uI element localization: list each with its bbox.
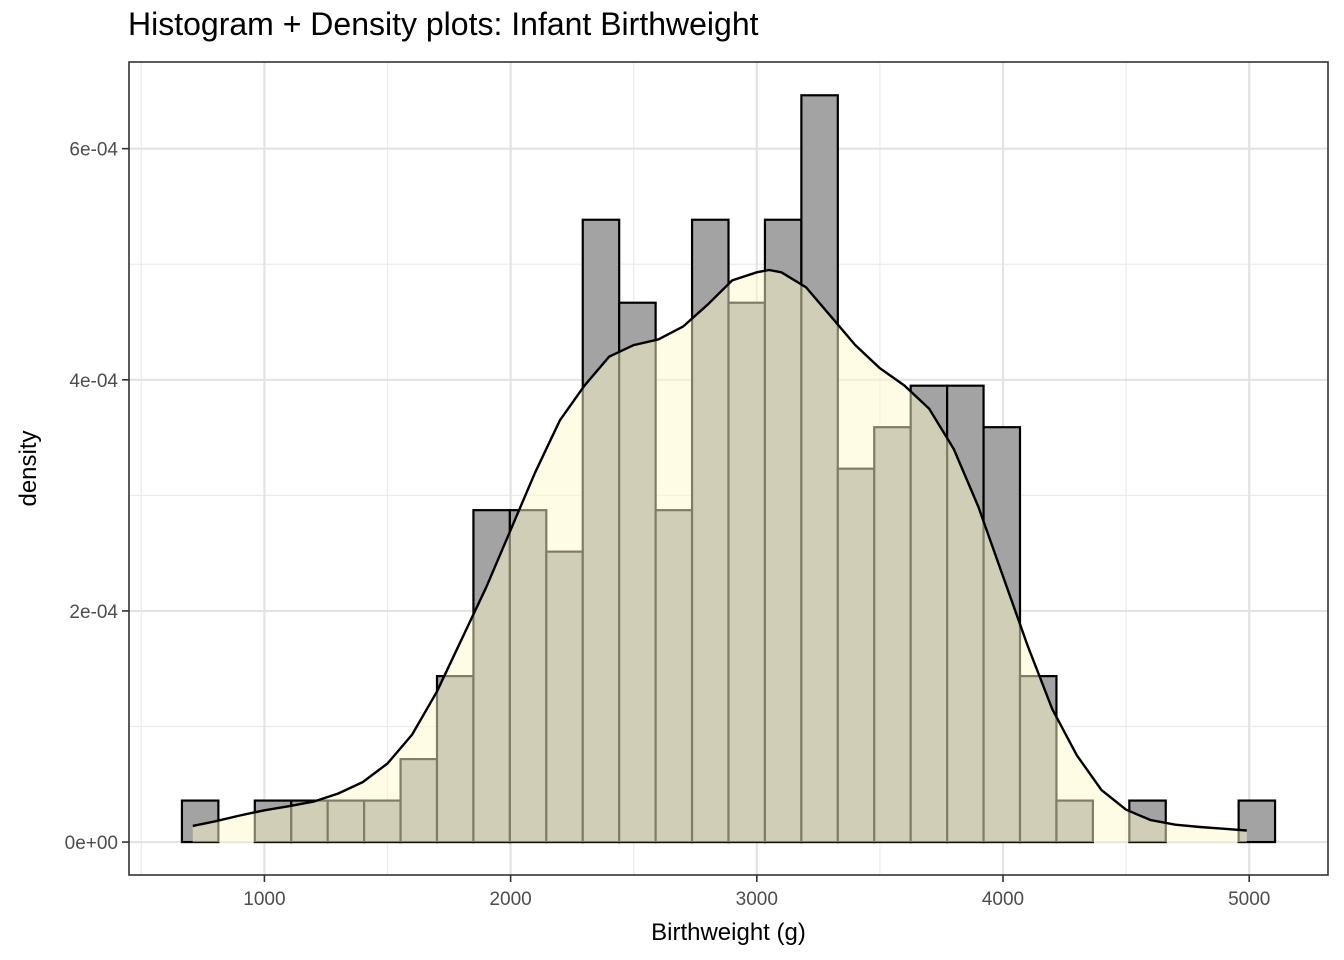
x-axis-title: Birthweight (g): [651, 919, 806, 946]
panel-border: [128, 61, 1329, 876]
x-tick-label: 2000: [489, 889, 531, 910]
axes: 1000 2000 3000 4000 5000 0e+00 2e-04 4e-04 6e-04: [65, 140, 1271, 910]
density-curve: [192, 268, 1247, 832]
panel-border-group: [128, 61, 1329, 876]
chart-title: Histogram + Density plots: Infant Birthw…: [128, 6, 759, 42]
y-tick-label: 2e-04: [69, 602, 118, 623]
x-tick-label: 3000: [736, 889, 778, 910]
x-tick-label: 1000: [243, 889, 285, 910]
y-tick-label: 0e+00: [65, 833, 118, 854]
x-tick-label: 4000: [982, 889, 1024, 910]
y-tick-label: 6e-04: [69, 140, 118, 161]
y-tick-label: 4e-04: [69, 371, 118, 392]
x-tick-label: 5000: [1228, 889, 1270, 910]
y-axis-title: density: [15, 430, 42, 506]
density-curve-group: [192, 268, 1247, 843]
density-area: [192, 270, 1247, 843]
